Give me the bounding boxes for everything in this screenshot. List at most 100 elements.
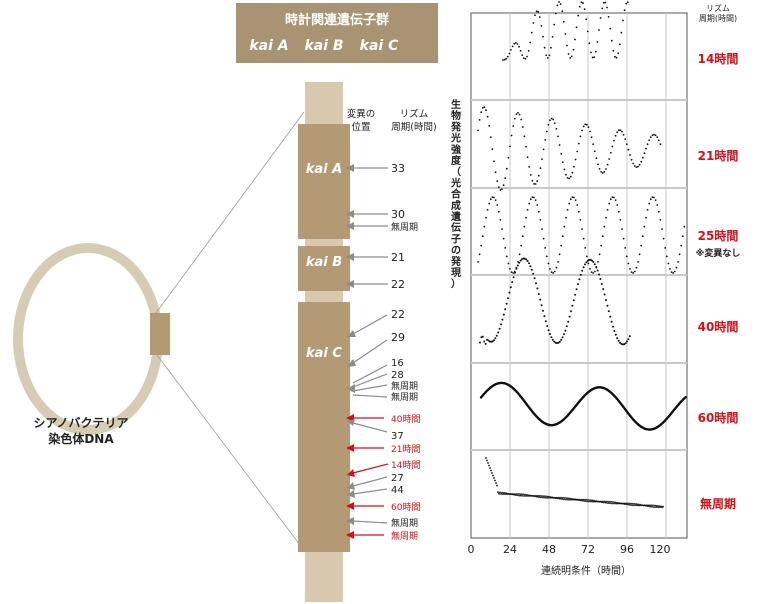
mutation-label: 44 xyxy=(391,485,404,496)
mutation-arrow xyxy=(352,488,388,495)
chromosome-label-line2: 染色体DNA xyxy=(47,431,114,446)
x-tick: 48 xyxy=(542,543,556,556)
zoom-line-bottom xyxy=(156,354,307,554)
arrowhead xyxy=(346,164,354,172)
y-axis-label-char: 度 xyxy=(451,154,462,167)
mutation-label-highlight: 21時間 xyxy=(391,444,420,455)
mutation-label: 21 xyxy=(391,251,405,264)
arrowhead xyxy=(346,222,354,230)
arrowhead xyxy=(346,210,354,218)
mutation-arrow xyxy=(352,373,388,388)
arrowhead-highlight xyxy=(346,502,354,510)
column-header-rhythm-1: リズム xyxy=(400,108,429,120)
chromosome-label-line1: シアノバクテリア xyxy=(34,416,129,430)
gene-cluster-title: 時計関連遺伝子群 xyxy=(285,12,389,28)
y-axis-label-char: 強 xyxy=(451,143,461,156)
mutation-label: 16 xyxy=(391,358,404,369)
period-note: ※変異なし xyxy=(696,247,741,259)
x-tick: 72 xyxy=(581,543,595,556)
y-axis-label-char: 発 xyxy=(450,120,462,133)
column-header-position-2: 位置 xyxy=(351,121,370,133)
mutation-label-highlight: 無周期 xyxy=(391,530,418,542)
block-kaiC-label: kai C xyxy=(306,346,342,361)
mutation-label: 無周期 xyxy=(391,391,418,403)
y-axis-label-char: 遺 xyxy=(450,210,462,223)
period-label: 60時間 xyxy=(698,410,739,425)
zoom-line-top xyxy=(155,111,305,314)
gene-name-kaiA: kai A xyxy=(249,38,288,54)
column-header-position-1: 変異の xyxy=(347,108,376,120)
arrowhead xyxy=(346,280,354,288)
mutation-arrow xyxy=(352,339,388,364)
block-kaiB-label: kai B xyxy=(306,255,342,270)
arrowhead xyxy=(347,490,355,498)
arrowhead-highlight xyxy=(346,444,354,452)
rhythm-header-line2: 周期(時間) xyxy=(699,14,737,23)
y-axis-label-char: 光 xyxy=(450,176,461,189)
mutation-label: 33 xyxy=(391,162,405,175)
arrowhead xyxy=(346,253,354,261)
mutation-arrow xyxy=(352,520,388,524)
mutation-arrow xyxy=(352,314,388,335)
mutation-label: 無周期 xyxy=(391,380,418,392)
x-tick: 0 xyxy=(468,543,475,556)
y-axis-label-char: 生 xyxy=(451,98,461,111)
y-axis-label-char: 合 xyxy=(450,188,462,201)
y-axis-label-char: の xyxy=(451,246,461,257)
block-kaiB xyxy=(298,246,350,291)
arrowhead xyxy=(347,384,355,393)
gene-cluster-header xyxy=(236,3,438,63)
mutation-label: 37 xyxy=(391,431,404,442)
block-kaiC xyxy=(298,302,350,552)
y-axis-label-char: 光 xyxy=(450,132,461,145)
y-axis-label-char: 子 xyxy=(451,233,461,245)
y-axis-label-char: ） xyxy=(451,277,461,290)
chromosome-ring xyxy=(13,243,163,435)
period-label: 25時間 xyxy=(698,228,739,243)
period-label: 40時間 xyxy=(698,319,739,334)
x-axis-label: 連続明条件（時間） xyxy=(541,564,631,577)
chromosome-gene-region xyxy=(150,313,170,355)
luminescence-traces xyxy=(477,1,687,509)
y-axis-label-char: 伝 xyxy=(451,221,461,234)
y-axis-label-char: 物 xyxy=(451,109,461,122)
mutation-label: 22 xyxy=(391,278,405,291)
gene-name-kaiB: kai B xyxy=(304,38,343,54)
mutation-label-highlight: 14時間 xyxy=(391,460,420,471)
mutation-label-highlight: 60時間 xyxy=(391,502,420,513)
mutation-label: 30 xyxy=(391,208,405,221)
column-header-rhythm-2: 周期(時間) xyxy=(391,122,436,133)
arrowhead xyxy=(347,330,356,337)
arrowhead xyxy=(347,359,356,367)
block-kaiA-label: kai A xyxy=(306,162,342,177)
y-axis-label-char: 現 xyxy=(451,267,461,279)
mutation-arrow xyxy=(352,394,388,398)
period-label: 無周期 xyxy=(700,496,736,511)
x-tick: 24 xyxy=(503,543,517,556)
mutation-arrow xyxy=(352,476,388,487)
mutation-arrow xyxy=(352,422,388,433)
period-label: 14時間 xyxy=(698,51,739,66)
arrowhead xyxy=(347,482,355,490)
rhythm-header-line1: リズム xyxy=(706,3,730,13)
x-tick: 96 xyxy=(620,543,634,556)
arrowhead-highlight xyxy=(347,469,355,477)
y-axis-label-char: 成 xyxy=(451,199,461,212)
block-kaiA xyxy=(298,124,350,239)
x-tick: 120 xyxy=(650,543,671,556)
arrowhead xyxy=(347,419,355,426)
mutation-arrow-highlight xyxy=(352,463,389,474)
y-axis-label-char: 発 xyxy=(450,255,462,268)
mutation-label: 28 xyxy=(391,370,404,381)
arrowhead xyxy=(346,517,354,525)
period-label: 21時間 xyxy=(698,148,739,163)
chart-gridlines xyxy=(471,13,687,538)
mutation-label: 無周期 xyxy=(391,517,418,529)
y-axis-label-char: （ xyxy=(451,165,461,178)
mutation-arrow xyxy=(352,364,388,384)
mutation-label: 29 xyxy=(391,331,405,344)
gene-name-kaiC: kai C xyxy=(360,38,399,54)
mutation-label: 22 xyxy=(391,308,405,321)
mutation-label-highlight: 40時間 xyxy=(391,414,420,425)
